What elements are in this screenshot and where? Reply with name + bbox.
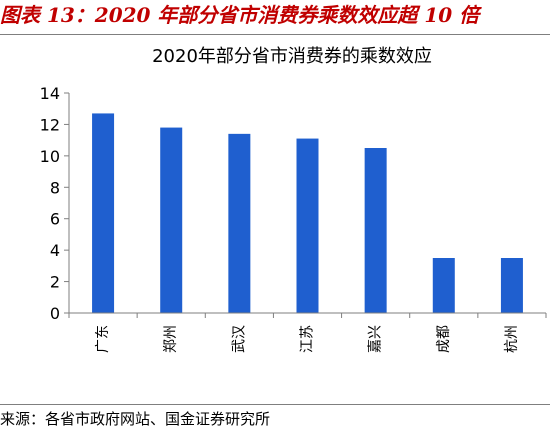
bottom-rule [0,404,550,405]
y-tick-label: 8 [50,178,60,197]
y-tick-label: 10 [40,147,60,166]
bar-chart: 2020年部分省市消费券的乘数效应 0 2 4 6 8 10 12 14 广东 郑州 武汉 江苏 嘉兴… [40,46,547,353]
bar-7 [500,258,523,313]
y-tick-label: 14 [40,84,60,103]
bar-3 [228,133,251,313]
y-tick-label: 0 [50,304,60,323]
x-category-label: 嘉兴 [368,325,384,353]
bars [92,113,523,313]
x-category-label: 成都 [436,325,452,353]
bar-4 [296,138,319,313]
bar-1 [92,113,115,313]
top-rule [0,34,550,35]
y-tick-label: 12 [40,115,60,134]
x-category-label: 郑州 [163,325,179,353]
x-axis: 广东 郑州 武汉 江苏 嘉兴 成都 杭州 [68,312,547,353]
x-category-label: 武汉 [231,325,247,353]
bar-2 [160,127,183,313]
y-axis: 0 2 4 6 8 10 12 14 [40,84,70,323]
y-tick-label: 6 [50,210,60,229]
y-tick-label: 4 [50,241,60,260]
y-tick-label: 2 [50,273,60,292]
figure-title: 图表 13：2020 年部分省市消费券乘数效应超 10 倍 [0,3,480,27]
bar-5 [364,148,387,313]
x-category-label: 杭州 [504,325,520,353]
bar-6 [432,258,455,313]
x-category-label: 广东 [95,325,111,353]
source-note: 来源：各省市政府网站、国金证券研究所 [0,410,271,428]
chart-title: 2020年部分省市消费券的乘数效应 [152,46,432,67]
x-category-label: 江苏 [300,325,316,353]
